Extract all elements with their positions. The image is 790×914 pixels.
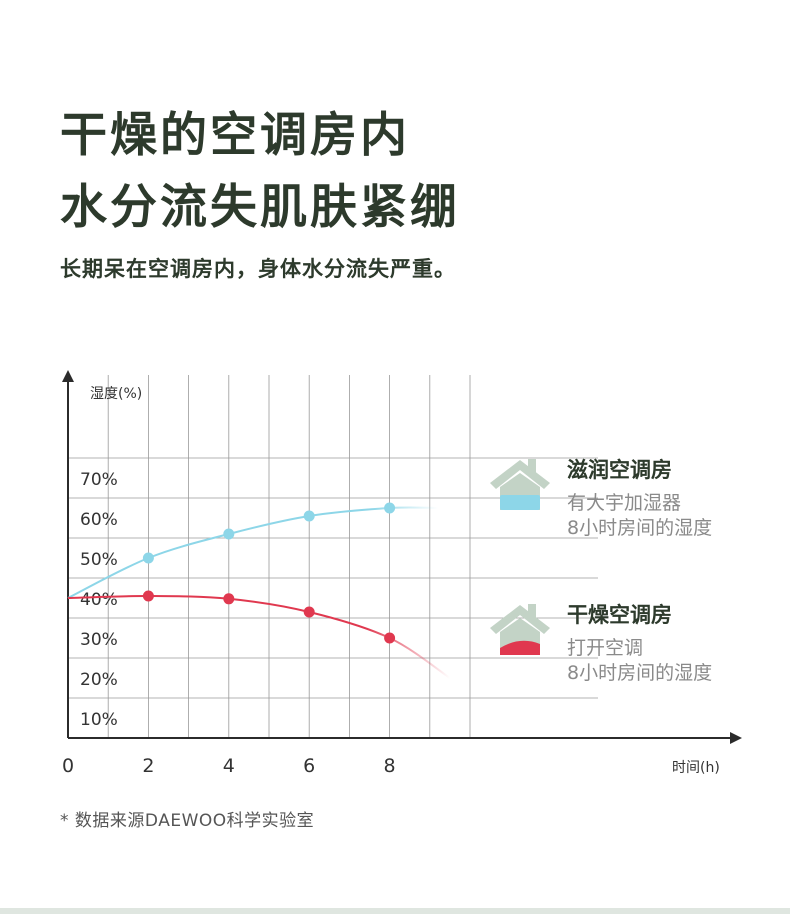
data-point [223,528,235,540]
x-tick-label: 2 [142,755,154,777]
house-water-icon [490,459,550,510]
y-tick-label: 10% [80,710,118,730]
legend-title: 干燥空调房 [567,603,672,627]
data-point [303,606,315,618]
data-point [384,632,396,644]
bottom-band [0,908,790,914]
legend-description: 8小时房间的湿度 [567,517,712,539]
page-title: 干燥的空调房内 水分流失肌肤紧绷 [60,100,460,244]
chart-lines [67,506,451,679]
data-source-footnote: * 数据来源DAEWOO科学实验室 [60,811,315,831]
y-tick-label: 30% [80,630,118,650]
y-tick-label: 60% [80,510,118,530]
y-tick-label: 40% [80,590,118,610]
water-level-icon [500,495,540,510]
series-line [67,506,438,599]
title-line: 干燥的空调房内 [60,108,410,163]
x-tick-label: 6 [303,755,315,777]
y-tick-label: 20% [80,670,118,690]
x-axis-arrow-icon [730,732,742,744]
legend-description: 有大宇加湿器 [567,492,681,514]
y-axis-title: 湿度(%) [90,386,142,402]
humidity-chart: 湿度(%) 时间(h) 10% 20% 30% 40% 50% 60% 70% 0 2 4 6 8 滋润空… [62,370,742,777]
dry-level-icon [500,640,540,655]
chart-ticks: 湿度(%) 时间(h) 10% 20% 30% 40% 50% 60% 70% 0 2 4 6 8 [62,386,720,777]
y-axis-arrow-icon [62,370,74,382]
x-tick-label: 4 [223,755,235,777]
house-dry-icon [490,604,550,655]
y-tick-label: 70% [80,470,118,490]
x-tick-label: 8 [384,755,396,777]
page-subtitle: 长期呆在空调房内，身体水分流失严重。 [60,257,456,281]
data-point [142,552,154,564]
data-point [223,593,235,605]
house-chimney-icon [528,604,536,620]
data-point [142,590,154,602]
title-line: 水分流失肌肤紧绷 [60,180,460,235]
legend-description: 8小时房间的湿度 [567,662,712,684]
y-tick-label: 50% [80,550,118,570]
legend-description: 打开空调 [567,637,643,659]
house-roof-icon [490,605,550,634]
legend-title: 滋润空调房 [567,458,672,482]
house-roof-icon [490,460,550,489]
x-tick-label: 0 [62,755,74,777]
house-chimney-icon [528,459,536,475]
chart-points [142,502,396,644]
chart-axes [62,370,742,744]
data-point [384,502,396,514]
data-point [303,510,315,522]
x-axis-title: 时间(h) [672,760,720,776]
